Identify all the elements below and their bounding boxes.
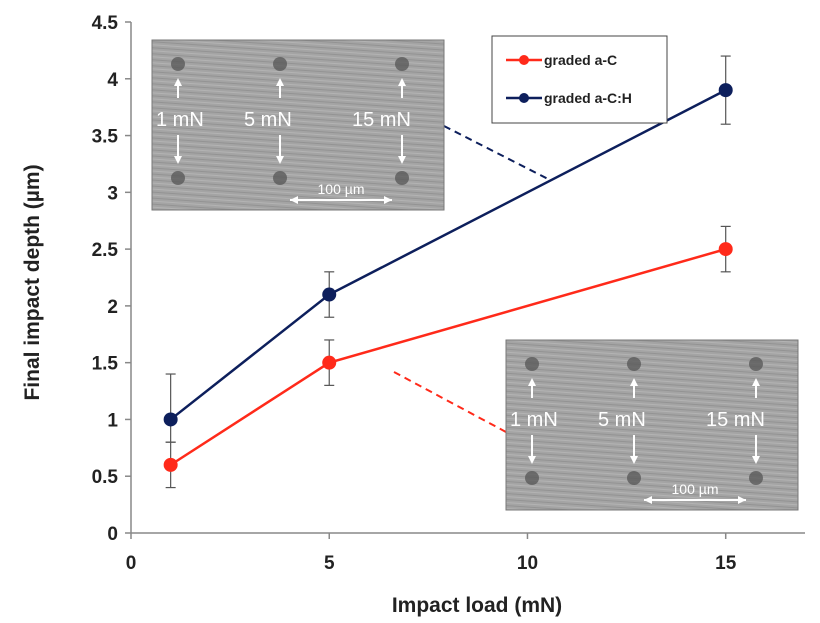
up-arrow-head (398, 78, 406, 86)
indent-mark (627, 357, 641, 371)
y-tick-label: 0.5 (92, 467, 119, 488)
data-point (322, 355, 337, 370)
axes: 0 0.5 1 1.5 2 2.5 3 3.5 4 4.5 0 5 10 15 Impact load (m… (21, 13, 805, 617)
data-point (718, 83, 733, 98)
indent-mark (273, 171, 287, 185)
down-arrow-head (398, 156, 406, 164)
legend-label: graded a-C (544, 52, 617, 68)
series-graded-a-c (163, 225, 733, 489)
y-tick-label: 1.5 (92, 354, 119, 375)
data-point (163, 457, 178, 472)
series-layer (163, 55, 733, 489)
y-tick-label: 2.5 (92, 240, 119, 261)
y-tick-label: 2 (107, 297, 118, 318)
scale-bar-arrow (644, 496, 652, 504)
data-point (163, 412, 178, 427)
legend: graded a-C graded a-C:H (491, 35, 668, 124)
y-tick-label: 1 (107, 410, 118, 431)
indent-mark (273, 57, 287, 71)
load-label: 5 mN (598, 409, 646, 431)
y-tick-label: 4 (107, 70, 118, 91)
up-arrow-head (174, 78, 182, 86)
scale-bar-label: 100 µm (672, 481, 719, 497)
scale-bar-arrow (738, 496, 746, 504)
legend-box (491, 35, 668, 124)
indent-mark (525, 357, 539, 371)
indent-mark (395, 57, 409, 71)
indent-mark (525, 471, 539, 485)
y-axis-title: Final impact depth (µm) (21, 164, 44, 400)
indent-mark (749, 471, 763, 485)
down-arrow-head (276, 156, 284, 164)
up-arrow-head (276, 78, 284, 86)
y-tick-label: 3.5 (92, 127, 119, 148)
indent-mark (627, 471, 641, 485)
load-label: 1 mN (510, 409, 558, 431)
x-tick-label: 0 (126, 553, 137, 574)
scale-bar-arrow (290, 196, 298, 204)
inset-leader-line (393, 371, 507, 433)
data-point (322, 287, 337, 302)
up-arrow-head (752, 378, 760, 386)
up-arrow-head (630, 378, 638, 386)
x-tick-label: 10 (517, 553, 538, 574)
scale-bar-label: 100 µm (318, 181, 365, 197)
micrograph-image (151, 39, 445, 211)
y-tick-label: 3 (107, 183, 118, 204)
legend-swatch-marker (519, 93, 529, 103)
indent-mark (749, 357, 763, 371)
down-arrow-head (528, 456, 536, 464)
load-label: 15 mN (706, 409, 765, 431)
up-arrow-head (528, 378, 536, 386)
down-arrow-head (174, 156, 182, 164)
indent-mark (395, 171, 409, 185)
micrograph-image (505, 339, 799, 511)
x-tick-label: 15 (715, 553, 737, 574)
micrograph-inset-2: 1 mN 5 mN 15 mN 100 µm (393, 339, 799, 511)
scale-bar-arrow (384, 196, 392, 204)
x-axis-title: Impact load (mN) (392, 594, 562, 617)
y-tick-label: 4.5 (92, 13, 119, 34)
load-label: 1 mN (156, 109, 204, 131)
series-graded-a-c-h (163, 55, 733, 443)
x-tick-label: 5 (324, 553, 335, 574)
down-arrow-head (630, 456, 638, 464)
legend-label: graded a-C:H (544, 90, 632, 106)
insets-layer: 1 mN 5 mN 15 mN 100 µm 1 mN 5 mN 15 mN 100 µm (151, 39, 799, 511)
down-arrow-head (752, 456, 760, 464)
load-label: 15 mN (352, 109, 411, 131)
indent-mark (171, 171, 185, 185)
inset-leader-line (443, 125, 551, 181)
load-label: 5 mN (244, 109, 292, 131)
y-tick-label: 0 (107, 524, 118, 545)
legend-swatch-marker (519, 55, 529, 65)
data-point (718, 242, 733, 257)
indent-mark (171, 57, 185, 71)
micrograph-inset-1: 1 mN 5 mN 15 mN 100 µm (151, 39, 551, 211)
